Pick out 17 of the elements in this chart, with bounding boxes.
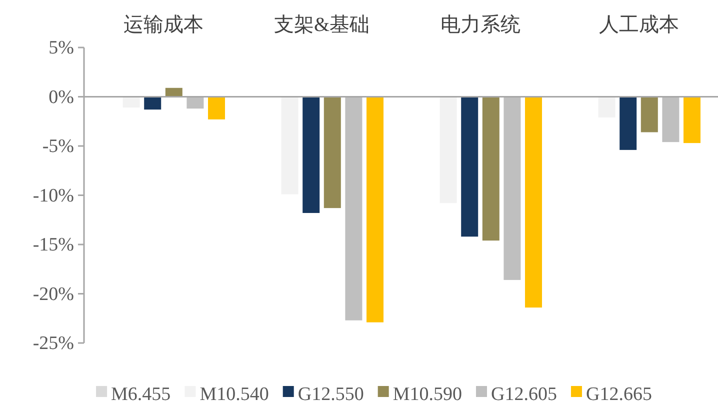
y-tick-label: -20%	[32, 284, 74, 305]
y-tick-label: -5%	[42, 136, 74, 157]
y-tick-label: 0%	[48, 86, 74, 108]
x-tick-label: 运输成本	[123, 14, 204, 36]
legend-label: G12.605	[490, 384, 557, 405]
legend-label: M10.540	[200, 384, 269, 405]
legend-label: M10.590	[392, 384, 462, 405]
legend-label: G12.665	[586, 384, 652, 405]
x-tick-label: 支架&基础	[274, 14, 370, 36]
y-tick-label: -25%	[32, 333, 74, 354]
legend-label: M6.455	[111, 384, 171, 405]
y-tick-label: -15%	[32, 234, 74, 256]
y-tick-label: 5%	[48, 38, 74, 58]
legend-label: G12.550	[298, 384, 364, 405]
x-tick-label: 人工成本	[598, 14, 679, 36]
x-tick-label: 电力系统	[440, 14, 520, 36]
y-tick-label: -10%	[32, 185, 74, 206]
